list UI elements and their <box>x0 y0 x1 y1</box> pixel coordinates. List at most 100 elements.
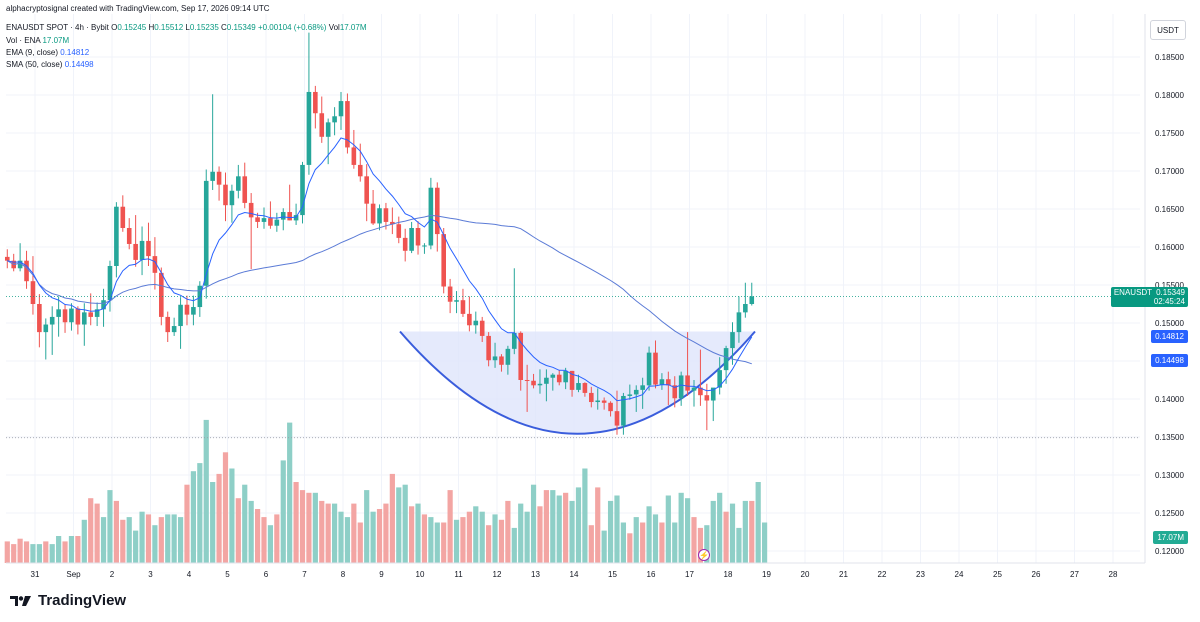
candle-body <box>582 383 588 393</box>
candle-body <box>75 308 81 325</box>
candle-body <box>422 245 427 247</box>
volume-bar <box>242 484 248 563</box>
y-tick-label: 0.15500 <box>1155 281 1184 290</box>
indicator-vol[interactable]: Vol · ENA 17.07M <box>6 36 69 46</box>
indicator-ema[interactable]: EMA (9, close) 0.14812 <box>6 48 89 58</box>
volume-bar <box>479 511 485 563</box>
volume-bar <box>203 419 209 563</box>
candle-body <box>428 187 434 246</box>
volume-bar <box>338 511 344 563</box>
candle-body <box>107 266 113 301</box>
volume-bar <box>492 514 498 563</box>
volume-bar <box>222 452 229 563</box>
volume-bar <box>755 482 761 563</box>
volume-bar <box>646 506 652 563</box>
candlesticks <box>4 32 755 435</box>
volume-bar <box>550 490 556 563</box>
volume-bar <box>742 500 748 563</box>
grid <box>6 14 1140 563</box>
y-tick-label: 0.17000 <box>1155 167 1184 176</box>
volume-bar <box>627 533 633 563</box>
candle-body <box>313 91 318 114</box>
ohlc-h-label: H <box>148 23 155 32</box>
volume-bar <box>68 536 75 563</box>
volume-bar <box>190 471 197 563</box>
candle-body <box>94 309 100 317</box>
ohlc-change: +0.00104 (+0.68%) <box>257 23 327 32</box>
volume-bar <box>248 500 254 563</box>
candle-body <box>492 356 498 361</box>
symbol-line[interactable]: ENAUSDT SPOT · 4h · Bybit <box>6 23 109 32</box>
candle-body <box>146 240 151 257</box>
candle-body <box>589 392 594 403</box>
volume-bar <box>601 530 607 563</box>
x-tick-label: 14 <box>570 570 579 579</box>
candle-body <box>300 164 305 216</box>
volume-bar <box>511 527 517 563</box>
volume-bar <box>17 538 23 563</box>
candle-body <box>49 316 55 325</box>
candle-body <box>736 312 742 333</box>
volume-bar <box>171 514 177 563</box>
ohlc-open: 0.15245 <box>117 23 147 32</box>
sma-line <box>7 214 752 365</box>
tag-symbol: ENAUSDT <box>1113 288 1153 297</box>
volume-bar <box>139 511 145 563</box>
currency-selector[interactable]: USDT <box>1150 20 1186 40</box>
candle-body <box>101 300 106 310</box>
indicator-sma-value: 0.14498 <box>64 60 94 69</box>
volume-bar <box>210 482 216 563</box>
volume-bar <box>299 490 306 563</box>
volume-bar <box>761 522 768 563</box>
candle-body <box>88 312 94 317</box>
x-tick-label: 27 <box>1070 570 1079 579</box>
volume-bar <box>704 525 710 563</box>
ohlc-high: 0.15512 <box>154 23 184 32</box>
tradingview-logo-icon <box>10 595 31 606</box>
candle-body <box>293 215 299 221</box>
volume-bar <box>659 522 665 563</box>
volume-bar <box>267 525 274 563</box>
volume-bar <box>152 525 158 563</box>
x-tick-label: 22 <box>878 570 887 579</box>
volume-bar <box>749 500 755 563</box>
candle-body <box>184 304 190 315</box>
candle-body <box>691 387 697 391</box>
volume-bar <box>447 490 453 563</box>
candle-body <box>601 400 607 403</box>
volume-bar <box>620 522 627 563</box>
volume-bar <box>614 495 620 563</box>
candle-body <box>678 375 684 399</box>
x-tick-label: 18 <box>724 570 733 579</box>
indicator-sma[interactable]: SMA (50, close) 0.14498 <box>6 60 94 70</box>
tradingview-logo[interactable]: TradingView <box>10 592 126 609</box>
volume-bar <box>197 463 203 563</box>
candle-body <box>30 281 36 304</box>
x-tick-label: 16 <box>647 570 656 579</box>
volume-bar <box>364 490 370 563</box>
candle-body <box>268 218 273 226</box>
volume-bar <box>49 544 55 563</box>
candle-body <box>216 171 222 185</box>
candle-body <box>563 370 568 383</box>
volume-bar <box>607 500 614 563</box>
tag-price: 0.15349 <box>1156 288 1185 297</box>
candle-body <box>698 387 703 396</box>
volume-bar <box>36 544 42 563</box>
x-tick-label: 15 <box>608 570 617 579</box>
candle-body <box>274 219 280 226</box>
credit-text: alphacryptosignal created with TradingVi… <box>6 4 270 13</box>
volume-bar <box>428 517 434 563</box>
y-tick-label: 0.18500 <box>1155 53 1184 62</box>
candle-body <box>524 380 530 381</box>
candle-body <box>203 180 209 286</box>
candle-body <box>364 176 369 204</box>
x-tick-label: 12 <box>493 570 502 579</box>
candle-body <box>409 228 414 251</box>
candle-body <box>710 387 716 401</box>
y-tick-label: 0.12500 <box>1155 509 1184 518</box>
volume-bar <box>453 519 460 563</box>
candle-body <box>319 113 325 137</box>
volume-bar <box>524 511 530 563</box>
